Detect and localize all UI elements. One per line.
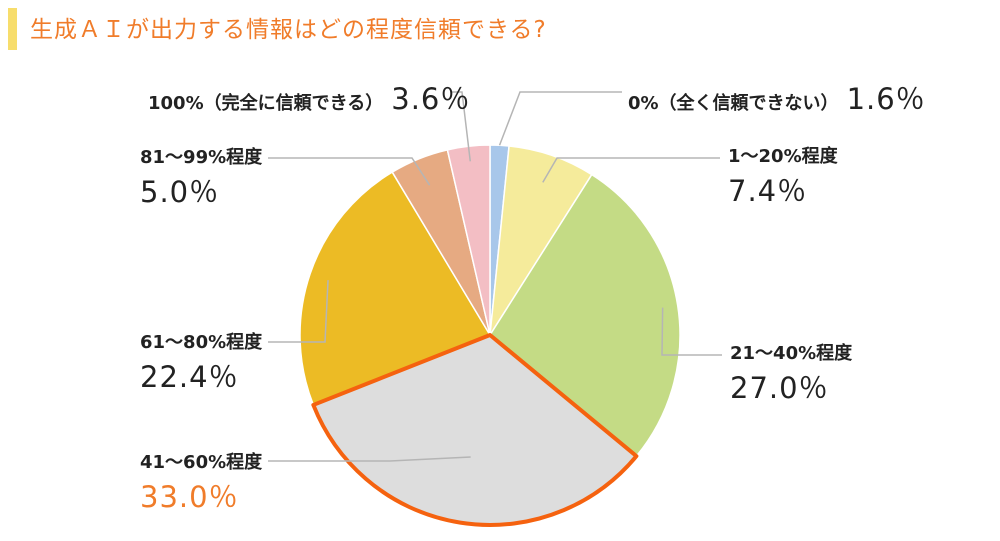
slice-category-label: 1〜20%程度	[728, 142, 838, 168]
slice-label-1-20pct: 1〜20%程度 7.4％	[728, 142, 838, 210]
slice-value-label: 27.0％	[730, 365, 852, 407]
slice-label-61-80pct: 61〜80%程度 22.4％	[140, 328, 262, 396]
slice-category-label: 0%（全く信頼できない）	[628, 89, 839, 115]
slice-label-0pct: 0%（全く信頼できない） 1.6％	[628, 76, 926, 118]
pie-slices	[300, 145, 680, 525]
slice-label-100pct: 100%（完全に信頼できる） 3.6％	[148, 76, 470, 118]
slice-category-label: 21〜40%程度	[730, 339, 852, 365]
slice-value-label-highlighted: 33.0％	[140, 474, 262, 516]
slice-category-label: 61〜80%程度	[140, 328, 262, 354]
slice-value-label: 7.4％	[728, 168, 838, 210]
slice-value-label: 5.0％	[140, 169, 262, 211]
slice-value-label: 22.4％	[140, 354, 262, 396]
slice-label-21-40pct: 21〜40%程度 27.0％	[730, 339, 852, 407]
slice-category-label: 41〜60%程度	[140, 448, 262, 474]
slice-category-label: 81〜99%程度	[140, 143, 262, 169]
slice-value-label: 1.6％	[847, 76, 926, 118]
slice-value-label: 3.6％	[391, 76, 470, 118]
leader-line	[500, 92, 622, 145]
slice-label-41-60pct: 41〜60%程度 33.0％	[140, 448, 262, 516]
slice-category-label: 100%（完全に信頼できる）	[148, 89, 383, 115]
slice-label-81-99pct: 81〜99%程度 5.0％	[140, 143, 262, 211]
